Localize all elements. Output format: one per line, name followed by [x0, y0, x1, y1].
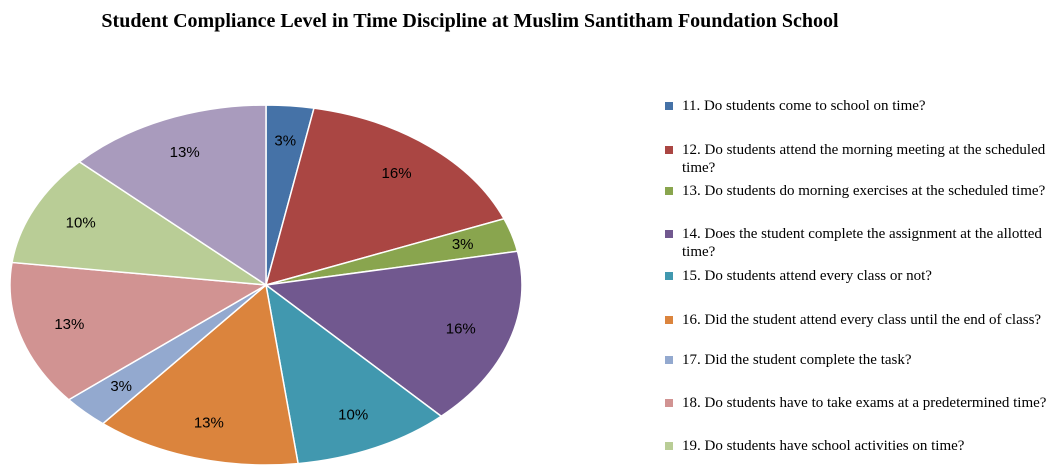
pie-slice — [11, 160, 267, 286]
legend-swatch — [665, 230, 673, 238]
data-label: 3% — [274, 133, 296, 150]
legend-label: 16. Did the student attend every class u… — [682, 312, 1042, 328]
legend-swatch — [665, 442, 673, 450]
legend-label: 15. Do students attend every class or no… — [682, 268, 932, 284]
pie-slice — [264, 283, 443, 465]
legend-swatch — [665, 146, 673, 154]
data-label: 16% — [382, 165, 412, 182]
legend-swatch — [665, 399, 673, 407]
pie-slice — [264, 250, 523, 418]
legend-label: 11. Do students come to school on time? — [682, 98, 926, 114]
chart-title: Student Compliance Level in Time Discipl… — [101, 10, 839, 32]
legend-label: 18. Do students have to take exams at a … — [682, 395, 1047, 411]
pie-slice — [101, 283, 299, 466]
legend-label: 14. Does the student complete the assign… — [682, 226, 1042, 260]
legend-swatch — [665, 316, 673, 324]
data-label: 10% — [338, 406, 368, 423]
legend-label: 19. Do students have school activities o… — [682, 438, 965, 454]
legend-swatch — [665, 356, 673, 364]
pie-slice — [78, 104, 267, 287]
data-label: 16% — [446, 320, 476, 337]
legend-swatch — [665, 187, 673, 195]
pie-slice — [9, 261, 269, 401]
pie-slice — [264, 107, 506, 287]
legend-label: 13. Do students do morning exercises at … — [682, 183, 1046, 199]
legend-label: 12. Do students attend the morning meeti… — [682, 142, 1046, 176]
data-label: 13% — [194, 414, 224, 431]
data-label: 13% — [170, 144, 200, 161]
legend-swatch — [665, 272, 673, 280]
data-label: 3% — [110, 378, 132, 395]
data-label: 10% — [66, 215, 96, 232]
legend-label: 17. Did the student complete the task? — [682, 352, 912, 368]
data-label: 3% — [452, 236, 474, 253]
data-label: 13% — [54, 316, 84, 333]
legend-swatch — [665, 102, 673, 110]
